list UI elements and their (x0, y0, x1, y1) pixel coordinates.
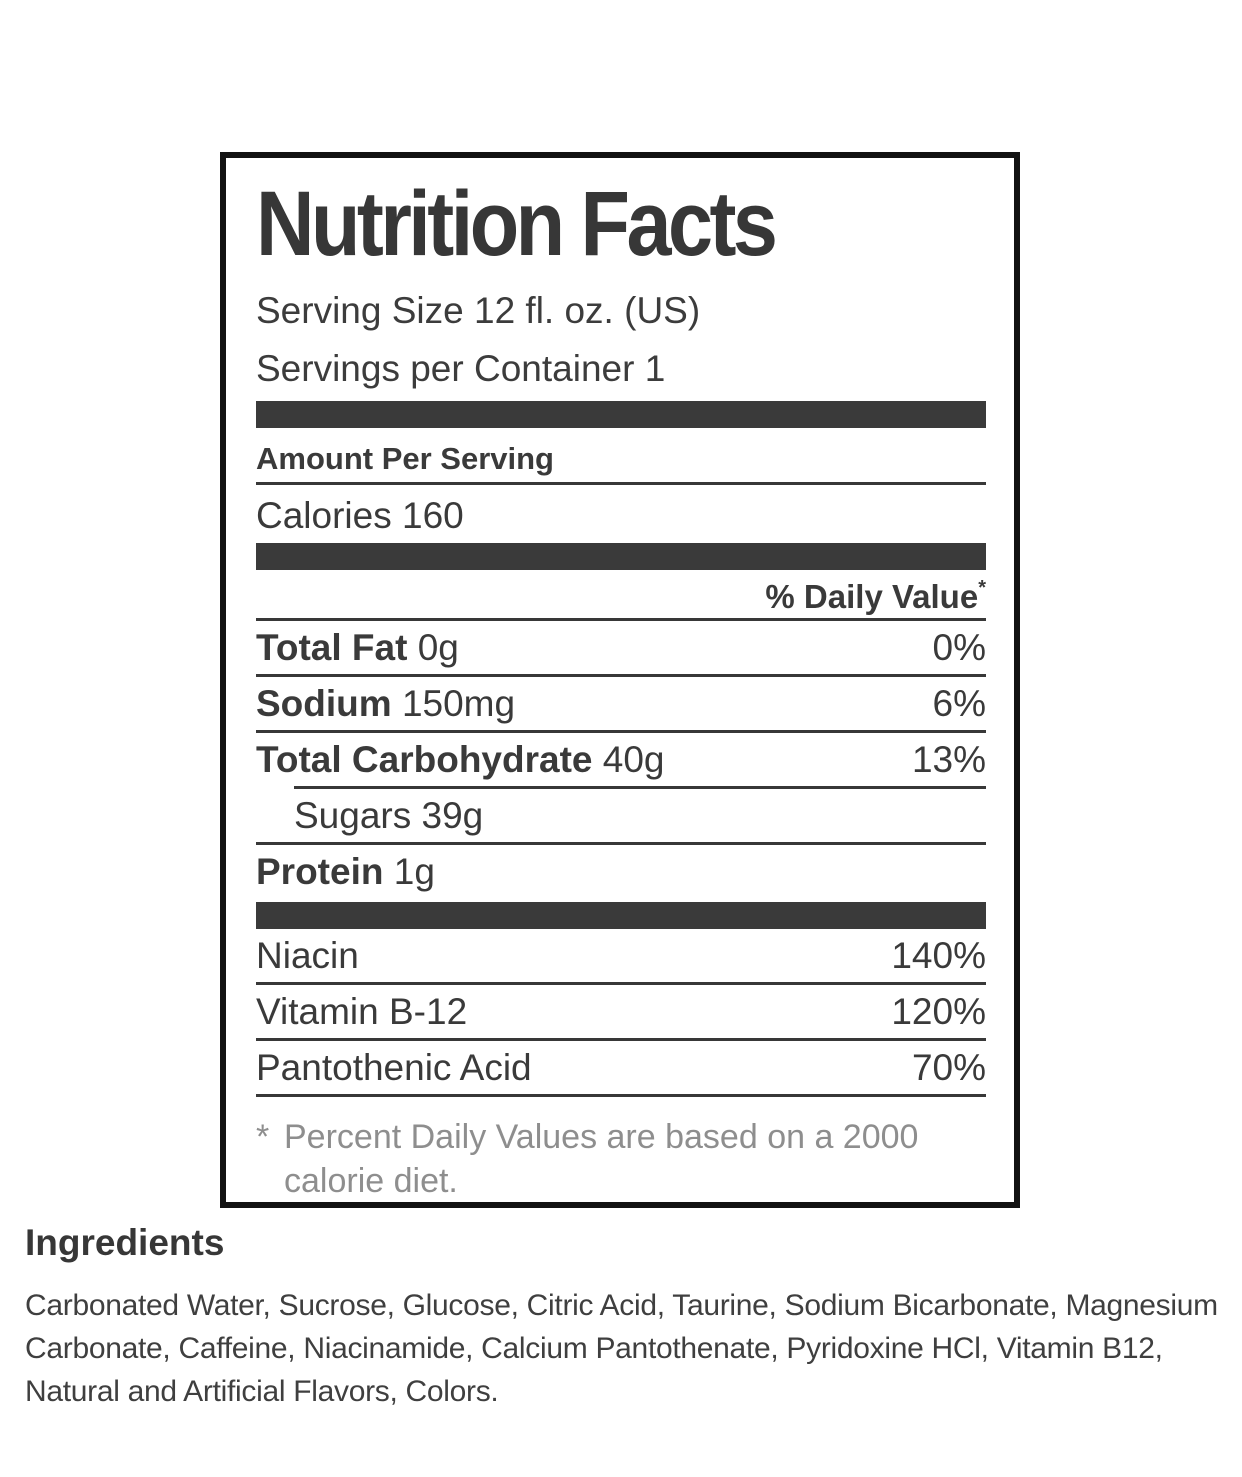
nutrient-daily-value: 13% (911, 739, 986, 780)
label-title: Nutrition Facts (256, 173, 778, 275)
nutrient-name: Total Carbohydrate (256, 739, 593, 780)
nutrient-name: Sugars (294, 795, 412, 836)
vitamin-daily-value: 70% (911, 1047, 986, 1088)
serving-size: Serving Size 12 fl. oz. (US) (256, 290, 701, 331)
nutrition-facts-label: Nutrition Facts Serving Size 12 fl. oz. … (220, 152, 1020, 1208)
divider-indented (294, 786, 986, 789)
nutrient-daily-value: 0% (932, 627, 986, 668)
nutrient-name: Protein (256, 851, 384, 892)
vitamin-row-niacin: Niacin 140% (256, 929, 986, 982)
nutrient-row-sugars: Sugars 39g (256, 789, 986, 842)
divider (256, 618, 986, 621)
vitamin-row-vitamin-b12: Vitamin B-12 120% (256, 985, 986, 1038)
nutrient-name-amount: Sugars 39g (294, 797, 483, 834)
divider (256, 842, 986, 845)
divider (256, 482, 986, 485)
nutrient-name: Sodium (256, 683, 392, 724)
thick-separator-bar (256, 401, 986, 428)
ingredients-list: Carbonated Water, Sucrose, Glucose, Citr… (25, 1289, 1218, 1408)
divider (256, 730, 986, 733)
footnote-asterisk: * (256, 1118, 270, 1156)
nutrient-amount: 0g (417, 627, 459, 668)
footnote-text: Percent Daily Values are based on a 2000… (284, 1118, 919, 1200)
nutrient-amount: 39g (421, 795, 484, 836)
nutrient-name-amount: Total Carbohydrate 40g (256, 741, 664, 778)
daily-value-footnote: * Percent Daily Values are based on a 20… (256, 1115, 986, 1203)
nutrient-daily-value: 6% (932, 683, 986, 724)
amount-per-serving-heading: Amount Per Serving (256, 441, 554, 476)
nutrient-row-protein: Protein 1g (256, 845, 986, 898)
divider (256, 674, 986, 677)
daily-value-header: % Daily Value* (256, 577, 986, 615)
daily-value-header-text: % Daily Value (765, 578, 979, 615)
nutrient-row-sodium: Sodium 150mg 6% (256, 677, 986, 730)
nutrient-amount: 150mg (401, 683, 516, 724)
vitamin-row-pantothenic-acid: Pantothenic Acid 70% (256, 1041, 986, 1094)
calories-row: Calories 160 (256, 497, 986, 534)
divider (256, 1038, 986, 1041)
nutrient-amount: 40g (602, 739, 665, 780)
ingredients-heading: Ingredients (25, 1222, 225, 1263)
thick-separator-bar (256, 543, 986, 570)
nutrient-amount: 1g (393, 851, 435, 892)
thick-separator-bar (256, 902, 986, 929)
servings-per-container: Servings per Container 1 (256, 348, 666, 389)
nutrient-name: Total Fat (256, 627, 408, 668)
vitamin-name: Vitamin B-12 (256, 991, 468, 1032)
nutrient-name-amount: Protein 1g (256, 853, 435, 890)
calories-label: Calories (256, 495, 392, 536)
nutrient-row-total-carbohydrate: Total Carbohydrate 40g 13% (256, 733, 986, 786)
vitamin-daily-value: 140% (891, 935, 986, 976)
calories-value: 160 (402, 495, 464, 536)
divider (256, 1094, 986, 1097)
vitamin-name: Pantothenic Acid (256, 1047, 532, 1088)
ingredients-section: Ingredients Carbonated Water, Sucrose, G… (25, 1224, 1225, 1413)
nutrient-name-amount: Total Fat 0g (256, 629, 459, 666)
daily-value-asterisk: * (978, 577, 986, 599)
vitamin-name: Niacin (256, 935, 359, 976)
vitamin-daily-value: 120% (891, 991, 986, 1032)
divider (256, 982, 986, 985)
nutrient-name-amount: Sodium 150mg (256, 685, 515, 722)
nutrient-row-total-fat: Total Fat 0g 0% (256, 621, 986, 674)
